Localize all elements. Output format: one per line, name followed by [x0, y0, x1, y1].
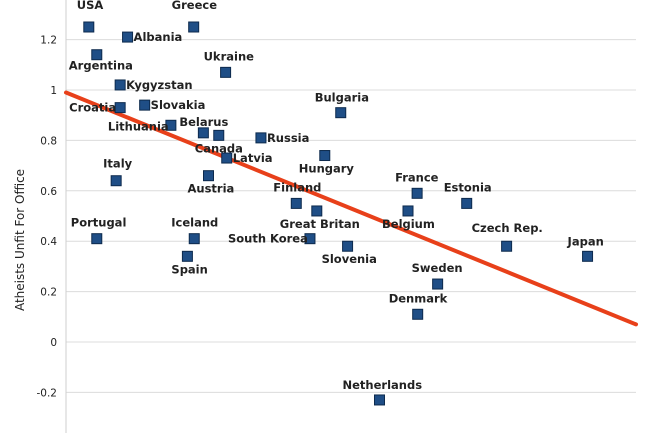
y-tick-label: 0.6 — [40, 186, 57, 198]
data-point-marker — [461, 197, 473, 209]
data-point-label: Belgium — [382, 217, 435, 231]
data-point-label: Czech Rep. — [472, 221, 543, 235]
y-axis-title: Atheists Unfit For Office — [13, 169, 27, 311]
data-point-marker — [501, 240, 513, 252]
data-point-marker — [582, 250, 594, 262]
data-point-label: Belarus — [179, 115, 228, 129]
data-point-label: Argentina — [69, 59, 133, 73]
y-tick-label: 1.2 — [40, 35, 57, 47]
data-point-marker — [319, 150, 331, 162]
data-point-marker — [432, 278, 444, 290]
data-point-label: Great Britan — [280, 217, 360, 231]
data-point-marker — [114, 102, 126, 114]
data-point-label: Greece — [172, 0, 218, 12]
data-point-marker — [114, 79, 126, 91]
data-point-marker — [188, 233, 200, 245]
data-point-label: Spain — [171, 262, 207, 276]
data-point-marker — [203, 170, 214, 182]
data-point-marker — [213, 129, 225, 141]
trend-line-group — [64, 90, 638, 327]
data-point-label: Sweden — [412, 261, 463, 275]
data-point-label: Portugal — [71, 216, 127, 230]
data-point-marker — [197, 127, 209, 139]
data-point-label: Hungary — [299, 162, 355, 176]
data-point-label: Iceland — [171, 216, 218, 230]
data-point-label: Slovenia — [322, 252, 377, 266]
y-tick-label: 0.8 — [40, 135, 57, 147]
data-point-marker — [290, 197, 302, 209]
data-point-marker — [402, 205, 414, 217]
data-point-marker — [374, 394, 385, 406]
data-point-marker — [122, 31, 134, 43]
data-point-label: Ukraine — [204, 49, 255, 63]
y-tick-label: 0.2 — [40, 287, 57, 299]
data-point-label: Albania — [134, 30, 183, 44]
data-point-marker — [221, 152, 233, 164]
data-point-label: Netherlands — [343, 378, 423, 392]
data-point-label: Lithuania — [108, 119, 169, 133]
point-labels: USA Greece Albania Argentina Ukraine Kygyzsta… — [69, 0, 604, 392]
data-point-marker — [188, 21, 200, 33]
data-point-label: Bulgaria — [315, 91, 369, 105]
data-point-marker — [255, 132, 267, 144]
data-point-marker — [311, 205, 323, 217]
data-point-label: Latvia — [233, 151, 273, 165]
y-tick-label: 0.4 — [40, 236, 57, 248]
trend-line — [64, 90, 638, 327]
data-point-label: Estonia — [444, 180, 492, 194]
data-point-marker — [110, 175, 122, 187]
y-tick-labels: 1.2 1 0.8 0.6 0.4 0.2 0 -0.2 — [37, 35, 58, 400]
data-point-label: USA — [77, 0, 104, 12]
data-point-marker — [165, 119, 177, 131]
data-point-label: Croatia — [69, 101, 116, 115]
data-point-label: France — [395, 170, 439, 184]
data-point-marker — [335, 107, 347, 119]
data-point-marker — [91, 233, 103, 245]
data-point-marker — [220, 66, 232, 78]
data-point-marker — [83, 21, 95, 33]
data-point-label: South Korea — [228, 232, 308, 246]
data-point-marker — [91, 49, 103, 61]
y-tick-label: 1 — [50, 85, 57, 97]
data-point-label: Slovakia — [151, 98, 206, 112]
data-point-marker — [411, 187, 423, 199]
data-point-label: Finland — [273, 180, 321, 194]
y-tick-label: 0 — [50, 337, 57, 349]
data-point-marker — [304, 233, 316, 245]
data-point-label: Russia — [267, 131, 309, 145]
data-point-marker — [139, 99, 151, 111]
data-point-marker — [412, 308, 424, 320]
data-point-label: Austria — [188, 182, 235, 196]
data-point-marker — [181, 250, 193, 262]
data-point-label: Canada — [195, 141, 243, 155]
data-point-label: Kygyzstan — [126, 78, 192, 92]
data-points — [83, 21, 594, 406]
data-point-label: Italy — [103, 157, 132, 171]
data-point-marker — [342, 240, 354, 252]
data-point-label: Japan — [567, 234, 604, 248]
y-tick-label: -0.2 — [37, 387, 58, 399]
data-point-label: Denmark — [389, 291, 448, 305]
